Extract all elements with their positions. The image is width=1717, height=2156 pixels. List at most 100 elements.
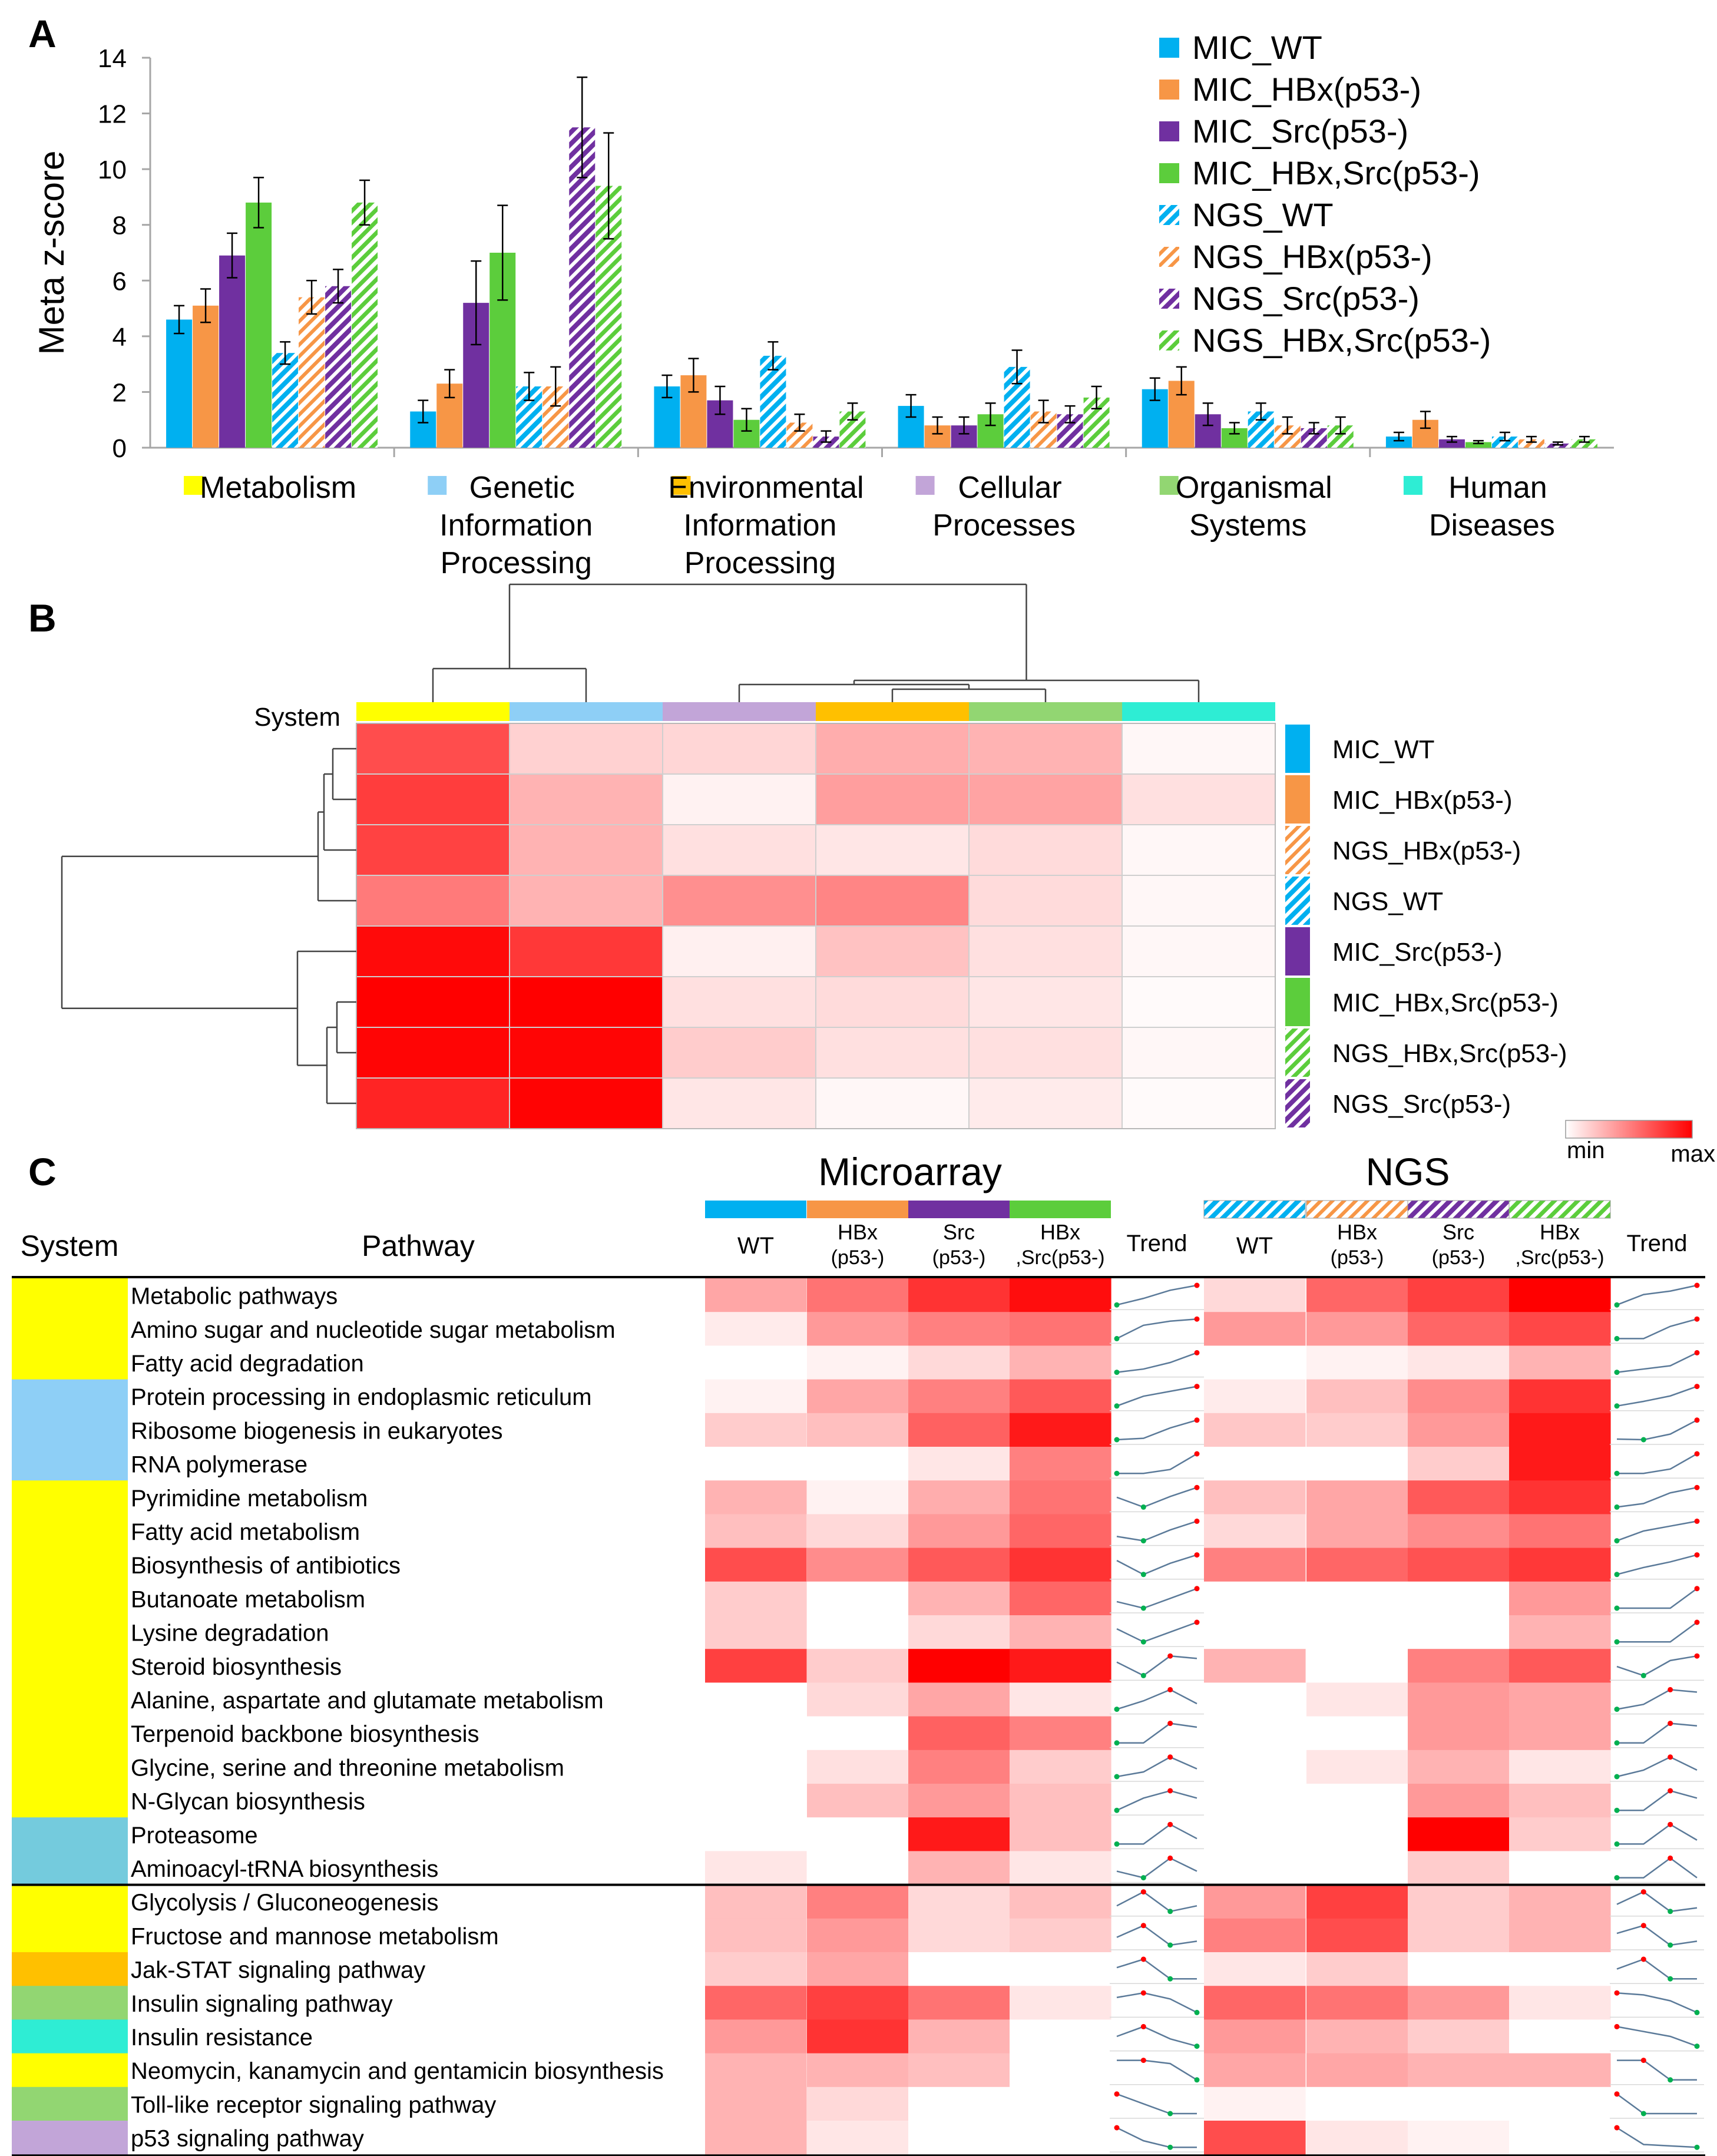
microarray-heat-cell <box>908 1312 1010 1346</box>
x-category-label: Systems <box>1189 508 1306 543</box>
group-column-header: HBx <box>1337 1220 1377 1244</box>
heatmap-cell <box>968 875 1123 927</box>
microarray-heat-cell <box>807 1345 909 1380</box>
trend-min-point <box>1114 1470 1120 1476</box>
system-color-cell <box>12 1986 128 2020</box>
pathway-name: Alanine, aspartate and glutamate metabol… <box>131 1688 604 1714</box>
heatmap-cell <box>509 1027 663 1079</box>
ngs-heat-cell <box>1204 1884 1306 1919</box>
trend-line <box>1116 2127 1197 2148</box>
microarray-heat-cell <box>807 1986 909 2020</box>
microarray-heat-cell <box>705 1817 807 1851</box>
trend-line <box>1617 1588 1698 1609</box>
trend-line <box>1617 1453 1698 1474</box>
ngs-heat-cell <box>1509 2121 1611 2155</box>
y-tick-label: 2 <box>113 378 127 407</box>
legend-swatch-NGS_WT <box>1159 205 1179 225</box>
microarray-heat-cell <box>908 1514 1010 1549</box>
trend-max-point <box>1194 1350 1200 1355</box>
microarray-heat-cell <box>908 1413 1010 1447</box>
trend-min-point <box>1167 1976 1173 1982</box>
system-color-cell <box>12 1480 128 1515</box>
system-color-cell <box>12 1649 128 1683</box>
column-system-strip <box>969 702 1122 721</box>
microarray-heat-cell <box>807 1952 909 1986</box>
heatmap-cell <box>968 824 1123 876</box>
row-label: MIC_HBx,Src(p53-) <box>1332 988 1559 1017</box>
trend-max-point <box>1614 2125 1620 2131</box>
category-color-swatch <box>1403 476 1422 495</box>
pathway-name: Neomycin, kanamycin and gentamicin biosy… <box>131 2058 664 2084</box>
group-column-header: (p53-) <box>1331 1246 1384 1269</box>
microarray-heat-cell <box>807 1817 909 1851</box>
heatmap-cell <box>815 875 970 927</box>
bar-NGS_HBx,Src(p53-) <box>1571 439 1597 448</box>
y-tick-label: 6 <box>113 267 127 296</box>
column-system-strip <box>816 702 969 721</box>
trend-min-point <box>1614 1470 1620 1476</box>
trend-line <box>1616 1520 1698 1542</box>
y-tick-label: 12 <box>98 100 127 129</box>
trend-line <box>1116 1554 1197 1576</box>
ngs-heat-cell <box>1509 1615 1611 1649</box>
trend-max-point <box>1668 1855 1673 1861</box>
system-color-cell <box>12 1547 128 1582</box>
trend-max-point <box>1167 1687 1173 1692</box>
trend-min-point <box>1114 1335 1120 1341</box>
trend-max-point <box>1194 1384 1200 1390</box>
x-category-label: Information <box>683 508 836 543</box>
row-dendrogram <box>61 748 356 1105</box>
ngs-sample-strip <box>1306 1200 1408 1219</box>
trend-max-point <box>1640 1889 1646 1895</box>
ngs-heat-cell <box>1408 2019 1510 2054</box>
microarray-heat-cell <box>1010 1750 1111 1784</box>
microarray-heat-cell <box>1010 1952 1111 1986</box>
category-color-swatch <box>428 476 447 495</box>
microarray-heat-cell <box>705 2053 807 2088</box>
trend-line <box>1116 1655 1197 1676</box>
ngs-heat-cell <box>1509 1851 1611 1886</box>
heatmap-cell <box>1121 1027 1276 1079</box>
ngs-heat-cell <box>1204 1480 1306 1515</box>
system-color-cell <box>12 1817 128 1851</box>
microarray-heat-cell <box>908 1345 1010 1380</box>
system-color-cell <box>12 1952 128 1986</box>
ngs-heat-cell <box>1204 1986 1306 2020</box>
trend-min-point <box>1194 2009 1200 2015</box>
microarray-heat-cell <box>1010 1312 1111 1346</box>
trend-max-point <box>1640 1956 1646 1962</box>
microarray-heat-cell <box>908 1851 1010 1886</box>
group-column-header: WT <box>1236 1233 1273 1259</box>
trend-min-point <box>1140 1639 1146 1645</box>
pathway-name: Insulin resistance <box>131 2025 313 2051</box>
microarray-heat-cell <box>908 1682 1010 1717</box>
microarray-heat-cell <box>908 2121 1010 2155</box>
trend-max-point <box>1694 1282 1700 1288</box>
trend-min-point <box>1140 1605 1146 1611</box>
x-category-label: Environmental <box>668 471 864 505</box>
heatmap-cell <box>1121 723 1276 775</box>
heatmap-cell <box>356 925 510 977</box>
heatmap-cell <box>968 925 1123 977</box>
category-color-swatch <box>671 476 691 495</box>
x-category-label: Organismal <box>1176 471 1332 505</box>
system-color-cell <box>12 1278 128 1312</box>
group-column-header: Src <box>1443 1220 1474 1244</box>
row-label: MIC_WT <box>1332 735 1435 764</box>
trend-max-point <box>1114 2125 1120 2131</box>
heatmap-cell <box>509 773 663 825</box>
ngs-sample-strip <box>1203 1200 1306 1219</box>
ngs-heat-cell <box>1306 1312 1408 1346</box>
column-system-strip <box>1122 702 1275 721</box>
microarray-heat-cell <box>1010 1514 1111 1549</box>
heatmap-cell <box>509 1077 663 1129</box>
ngs-heat-cell <box>1408 1413 1510 1447</box>
group-column-header: HBx <box>1040 1220 1080 1244</box>
heatmap-cell <box>356 1027 510 1079</box>
microarray-heat-cell <box>705 1581 807 1616</box>
trend-max-point <box>1194 1451 1200 1457</box>
system-color-cell <box>12 1514 128 1549</box>
ngs-heat-cell <box>1204 1952 1306 1986</box>
microarray-heat-cell <box>1010 2121 1111 2155</box>
pathway-name: Metabolic pathways <box>131 1284 338 1310</box>
